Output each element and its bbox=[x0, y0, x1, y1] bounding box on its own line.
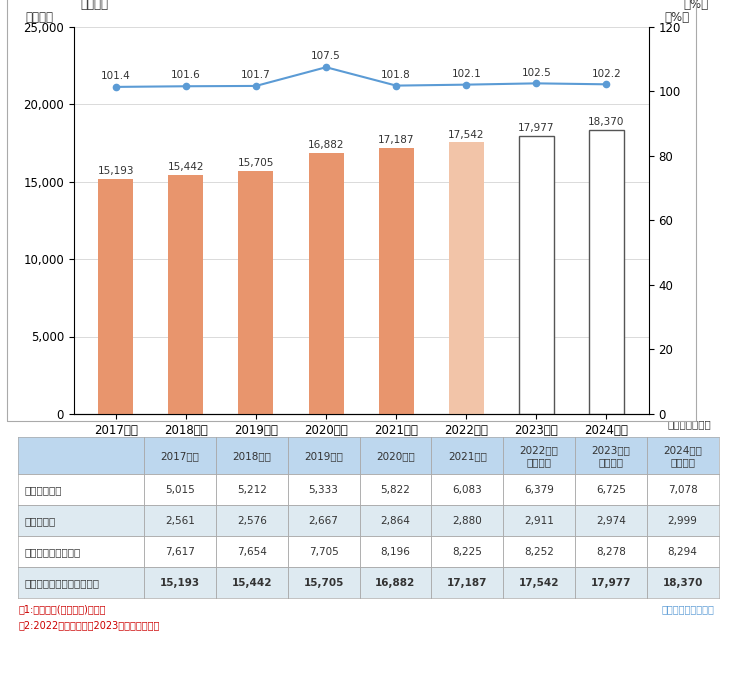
Text: 2,880: 2,880 bbox=[453, 516, 482, 526]
Bar bbox=[98, 179, 133, 414]
Text: （億円）: （億円） bbox=[26, 11, 54, 24]
Text: 15,193: 15,193 bbox=[97, 166, 134, 176]
Text: 15,705: 15,705 bbox=[304, 578, 343, 588]
Text: （%）: （%） bbox=[664, 11, 689, 24]
Text: 102.5: 102.5 bbox=[522, 67, 551, 77]
Text: 101.6: 101.6 bbox=[171, 71, 200, 81]
Text: 注1:小売金額(末端金額)ベース: 注1:小売金額(末端金額)ベース bbox=[18, 604, 106, 614]
Text: 16,882: 16,882 bbox=[375, 578, 416, 588]
Text: 5,822: 5,822 bbox=[380, 485, 411, 495]
Text: 2018年度: 2018年度 bbox=[232, 451, 271, 461]
Text: 8,196: 8,196 bbox=[380, 547, 411, 557]
Bar bbox=[239, 171, 273, 414]
Text: ペット関連総市場（合計）: ペット関連総市場（合計） bbox=[24, 578, 99, 588]
Text: ペット用品: ペット用品 bbox=[24, 516, 55, 526]
Text: 注2:2022年度見込値、2023年度以降予測値: 注2:2022年度見込値、2023年度以降予測値 bbox=[18, 620, 160, 630]
Text: 6,379: 6,379 bbox=[524, 485, 554, 495]
Text: 101.4: 101.4 bbox=[101, 71, 130, 81]
Text: 17,187: 17,187 bbox=[447, 578, 487, 588]
Text: 15,705: 15,705 bbox=[238, 158, 274, 168]
Text: 5,015: 5,015 bbox=[165, 485, 195, 495]
Text: （%）: （%） bbox=[684, 0, 709, 11]
Text: 102.1: 102.1 bbox=[451, 69, 481, 79]
Text: 2024年度
（予測）: 2024年度 （予測） bbox=[663, 445, 702, 467]
Text: 7,654: 7,654 bbox=[237, 547, 267, 557]
Text: 2,864: 2,864 bbox=[380, 516, 411, 526]
Text: 2021年度: 2021年度 bbox=[448, 451, 486, 461]
Text: 8,278: 8,278 bbox=[596, 547, 626, 557]
Text: 2,911: 2,911 bbox=[524, 516, 554, 526]
Bar bbox=[519, 136, 554, 414]
Text: （億円）: （億円） bbox=[81, 0, 109, 11]
Text: 17,542: 17,542 bbox=[448, 130, 484, 139]
Text: 15,442: 15,442 bbox=[231, 578, 272, 588]
Text: 2,667: 2,667 bbox=[309, 516, 338, 526]
Text: 2,999: 2,999 bbox=[668, 516, 698, 526]
Text: 7,078: 7,078 bbox=[668, 485, 697, 495]
Text: 2023年度
（予測）: 2023年度 （予測） bbox=[591, 445, 630, 467]
Text: 5,212: 5,212 bbox=[237, 485, 267, 495]
Text: 15,442: 15,442 bbox=[167, 162, 204, 172]
Text: 7,705: 7,705 bbox=[309, 547, 338, 557]
Text: 8,252: 8,252 bbox=[524, 547, 554, 557]
Bar bbox=[309, 153, 343, 414]
Text: 8,294: 8,294 bbox=[668, 547, 698, 557]
Text: 2022年度
（見込）: 2022年度 （見込） bbox=[520, 445, 559, 467]
Bar bbox=[589, 129, 624, 414]
Text: 16,882: 16,882 bbox=[308, 140, 344, 150]
Text: 5,333: 5,333 bbox=[309, 485, 338, 495]
Text: 17,187: 17,187 bbox=[378, 135, 414, 145]
Text: 2,576: 2,576 bbox=[237, 516, 267, 526]
Bar bbox=[168, 175, 203, 414]
Text: 2019年度: 2019年度 bbox=[304, 451, 343, 461]
Text: 6,725: 6,725 bbox=[596, 485, 626, 495]
Text: 107.5: 107.5 bbox=[311, 51, 341, 61]
Text: 102.2: 102.2 bbox=[592, 69, 621, 79]
Text: 101.7: 101.7 bbox=[241, 70, 271, 80]
Text: 18,370: 18,370 bbox=[588, 116, 625, 127]
Text: 15,193: 15,193 bbox=[160, 578, 200, 588]
Text: 2017年度: 2017年度 bbox=[161, 451, 200, 461]
Text: ペットフード: ペットフード bbox=[24, 485, 62, 495]
Text: 8,225: 8,225 bbox=[453, 547, 482, 557]
Bar bbox=[379, 148, 413, 414]
Legend: ペット関連総市場（合計）, 前年度比: ペット関連総市場（合計）, 前年度比 bbox=[268, 457, 455, 480]
Text: 18,370: 18,370 bbox=[663, 578, 703, 588]
Bar bbox=[449, 143, 483, 414]
Text: 2020年度: 2020年度 bbox=[376, 451, 415, 461]
Text: 17,542: 17,542 bbox=[519, 578, 559, 588]
Text: 17,977: 17,977 bbox=[518, 123, 555, 133]
Text: 生体＋サービス分野: 生体＋サービス分野 bbox=[24, 547, 80, 557]
Text: 17,977: 17,977 bbox=[590, 578, 631, 588]
Text: 2,561: 2,561 bbox=[165, 516, 195, 526]
Text: 7,617: 7,617 bbox=[165, 547, 195, 557]
Text: 2,974: 2,974 bbox=[596, 516, 626, 526]
Text: 6,083: 6,083 bbox=[453, 485, 482, 495]
Text: （単位：億円）: （単位：億円） bbox=[668, 419, 711, 429]
Text: 矢野経済研究所調べ: 矢野経済研究所調べ bbox=[662, 604, 715, 614]
Text: 101.8: 101.8 bbox=[381, 70, 411, 80]
